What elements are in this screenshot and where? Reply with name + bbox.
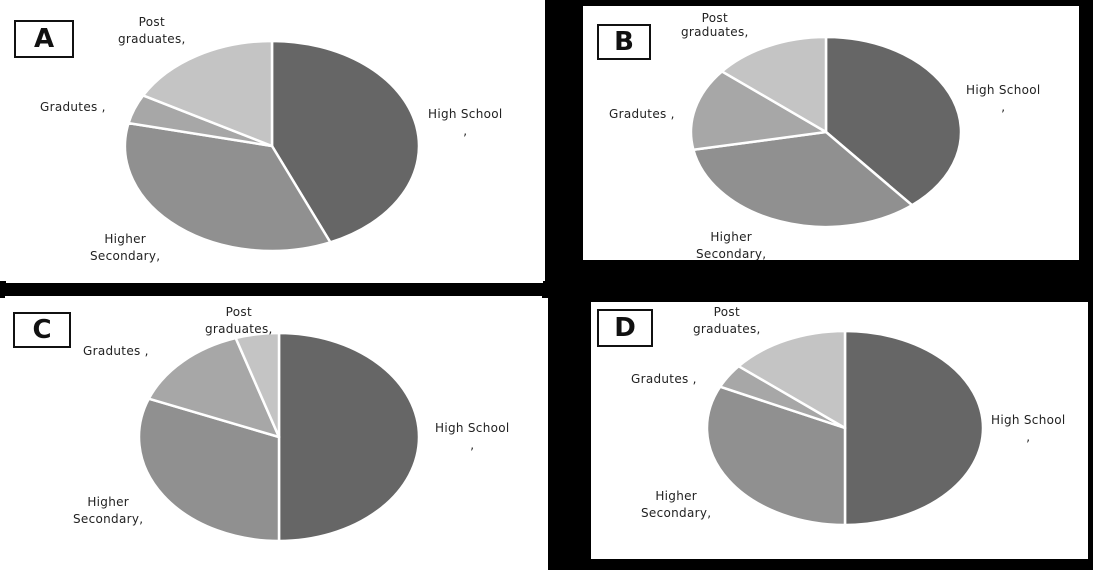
frame-middle-bar: [0, 281, 1093, 298]
pie-slice-gradutes: [689, 70, 828, 152]
panel-label-b: B: [597, 24, 651, 60]
panel-a: A High School, Higher Secondary, Gradutes…: [6, 3, 543, 283]
label-high-school-a: High School,: [428, 107, 503, 138]
pie-slice-higher-secondary: [123, 121, 332, 253]
pie-chart-c: [137, 331, 421, 543]
label-gradutes-b: Gradutes ,: [609, 107, 675, 121]
label-post-graduates-d: Post graduates,: [693, 305, 761, 336]
label-gradutes-c: Gradutes ,: [83, 344, 149, 358]
panel-label-d: D: [597, 309, 653, 347]
pie-slice-post-graduates: [141, 39, 274, 148]
pie-slice-post-graduates: [737, 329, 847, 430]
pie-slice-higher-secondary: [137, 397, 281, 543]
pie-slice-high-school: [824, 35, 963, 207]
label-gradutes-d: Gradutes ,: [631, 372, 697, 386]
label-post-graduates-c: Post graduates,: [205, 305, 273, 336]
pie-chart-b: [689, 35, 963, 229]
label-higher-secondary-a: Higher Secondary,: [90, 232, 161, 263]
label-high-school-c: High School,: [435, 421, 510, 452]
panel-b: B High School, Higher Secondary, Gradutes…: [583, 6, 1079, 260]
pie-slice-higher-secondary: [705, 385, 847, 527]
label-higher-secondary-c: Higher Secondary,: [73, 495, 144, 526]
pie-slice-higher-secondary: [692, 130, 914, 229]
pie-slice-high-school: [843, 329, 985, 527]
panel-c: C High School, Higher Secondary, Gradutes…: [5, 296, 542, 570]
pie-slice-high-school: [270, 39, 421, 244]
label-high-school-b: High School,: [966, 83, 1041, 114]
label-post-graduates-b: Post graduates,: [681, 11, 749, 39]
pie-chart-a: [123, 39, 421, 253]
label-high-school-d: High School,: [991, 413, 1066, 444]
panel-label-a: A: [14, 20, 74, 58]
panel-d: D High School, Higher Secondary, Gradutes…: [591, 302, 1088, 559]
panel-label-c: C: [13, 312, 71, 348]
pie-slice-high-school: [277, 331, 421, 543]
label-higher-secondary-d: Higher Secondary,: [641, 489, 712, 520]
pie-slice-post-graduates: [720, 35, 828, 134]
pie-chart-d: [705, 329, 985, 527]
pie-slice-post-graduates: [234, 331, 281, 439]
label-gradutes-a: Gradutes ,: [40, 100, 106, 114]
label-higher-secondary-b: Higher Secondary,: [696, 230, 767, 260]
label-post-graduates-a: Post graduates,: [118, 15, 186, 46]
